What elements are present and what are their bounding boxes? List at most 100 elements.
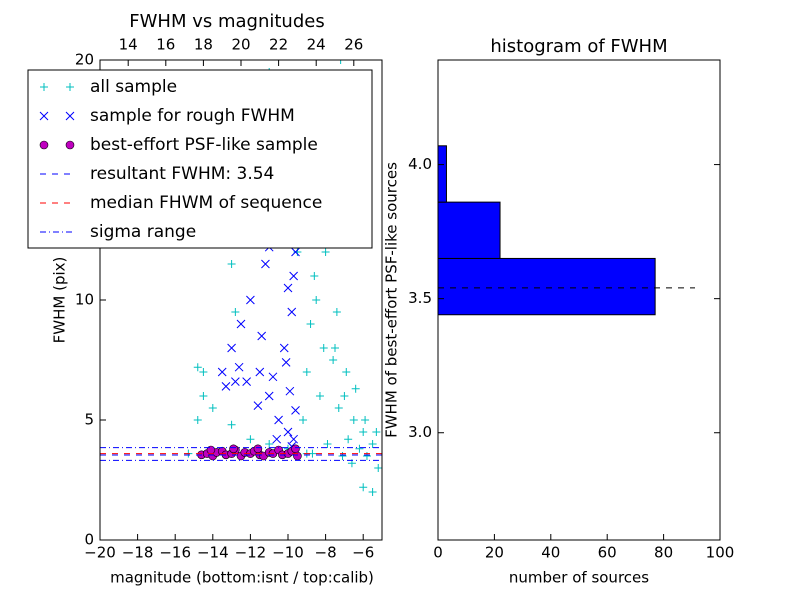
point — [221, 382, 231, 391]
point — [246, 435, 255, 444]
x2-tick-label: 16 — [156, 36, 175, 54]
x-tick-label: −6 — [352, 544, 374, 562]
legend-label: best-effort PSF-like sample — [90, 135, 318, 155]
point — [227, 260, 236, 268]
legend-marker — [65, 140, 75, 150]
point — [368, 440, 377, 448]
y-tick-label: 0 — [84, 531, 94, 549]
legend: all sample sample for rough FWHM best-effo… — [27, 69, 373, 249]
point — [329, 356, 338, 364]
point — [264, 391, 274, 401]
x-axis-label: number of sources — [509, 569, 649, 587]
x-tick-label: −16 — [159, 544, 191, 562]
x2-tick-label: 22 — [269, 36, 288, 54]
legend-marker — [66, 83, 74, 91]
point — [351, 384, 360, 393]
point — [229, 444, 238, 454]
point — [336, 60, 345, 64]
point — [359, 483, 368, 492]
point — [299, 416, 308, 424]
point — [340, 392, 349, 400]
x2-tick-label: 24 — [307, 36, 326, 54]
point — [246, 295, 255, 305]
y-tick-label: 3.0 — [408, 423, 432, 441]
axes-frame — [437, 59, 721, 541]
point — [285, 386, 295, 396]
point — [361, 416, 370, 424]
x-tick-label: 100 — [706, 544, 735, 562]
x2-tick-label: 20 — [231, 36, 250, 54]
x-tick-label: 60 — [598, 544, 617, 562]
legend-label: sigma range — [90, 222, 196, 242]
point — [279, 343, 289, 353]
point — [231, 377, 240, 386]
point — [255, 367, 265, 377]
point — [321, 248, 330, 256]
point — [199, 392, 208, 400]
point — [289, 434, 298, 444]
bar — [437, 257, 656, 316]
point — [374, 464, 382, 472]
x-tick-label: 0 — [433, 544, 443, 562]
point — [261, 259, 270, 269]
point — [283, 427, 293, 437]
point — [272, 434, 282, 444]
point — [193, 363, 202, 372]
legend-label: median FHWM of sequence — [90, 193, 322, 213]
legend-label: sample for rough FWHM — [90, 106, 295, 126]
point — [283, 283, 293, 293]
legend-label: all sample — [90, 77, 177, 97]
point — [274, 415, 283, 425]
point — [227, 343, 236, 353]
point — [236, 319, 246, 329]
y-axis-label: FWHM (pix) — [51, 257, 69, 344]
point — [344, 435, 353, 444]
y-tick-label: 4.0 — [408, 155, 432, 173]
x-axis-label: magnitude (bottom:isnt / top:calib) — [110, 569, 374, 587]
chart-title: FWHM vs magnitudes — [129, 11, 324, 32]
point — [372, 428, 381, 436]
point — [293, 248, 302, 256]
y-axis-label: FWHM of best-effort PSF-like sources — [383, 162, 401, 438]
x2-tick-label: 14 — [119, 36, 138, 54]
point — [234, 362, 244, 372]
point — [268, 372, 278, 382]
x-tick-label: −14 — [197, 544, 229, 562]
x-tick-label: −10 — [272, 544, 304, 562]
point — [291, 247, 300, 257]
x-tick-label: 80 — [654, 544, 673, 562]
point — [291, 444, 300, 454]
point — [342, 368, 351, 376]
x-tick-label: −18 — [122, 544, 154, 562]
x2-tick-label: 26 — [344, 36, 363, 54]
point — [331, 344, 339, 352]
point — [281, 358, 291, 367]
y-tick-label: 20 — [75, 51, 94, 69]
point — [306, 320, 315, 328]
x-tick-label: −20 — [84, 544, 116, 562]
legend-marker — [65, 111, 75, 121]
point — [368, 488, 377, 496]
chart-title: histogram of FWHM — [490, 36, 667, 57]
y-tick-label: 3.5 — [408, 289, 432, 307]
point — [242, 377, 251, 386]
legend-marker — [39, 140, 49, 150]
point — [349, 416, 358, 424]
x-tick-label: 20 — [485, 544, 504, 562]
legend-marker — [40, 83, 48, 91]
point — [289, 271, 298, 281]
y-tick-label: 10 — [75, 291, 94, 309]
point — [231, 308, 240, 316]
point — [199, 368, 208, 376]
point — [319, 344, 328, 352]
point — [359, 428, 368, 436]
legend-label: resultant FWHM: 3.54 — [90, 164, 274, 184]
point — [334, 404, 343, 412]
point — [193, 416, 202, 424]
point — [323, 440, 332, 448]
point — [291, 406, 300, 415]
point — [315, 392, 324, 400]
point — [253, 401, 263, 410]
point — [257, 331, 267, 341]
point — [287, 307, 297, 317]
